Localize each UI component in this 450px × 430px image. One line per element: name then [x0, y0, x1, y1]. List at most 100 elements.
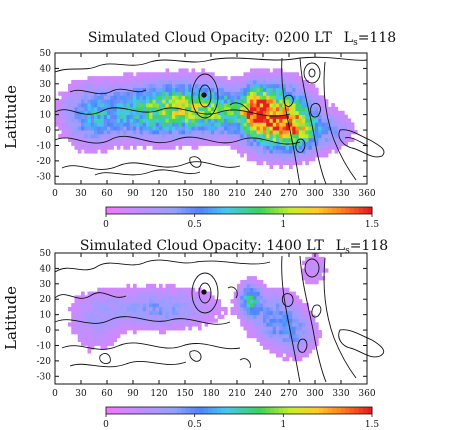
heatmap-cell	[266, 149, 270, 154]
heatmap-cell	[243, 287, 248, 292]
heatmap-cell	[162, 137, 166, 143]
heatmap-cell	[256, 76, 261, 81]
heatmap-cell	[162, 303, 166, 308]
heatmap-cell	[97, 83, 101, 89]
heatmap-cell	[133, 137, 137, 143]
heatmap-cell	[185, 118, 189, 123]
heatmap-cell	[178, 310, 183, 316]
heatmap-cell	[253, 330, 257, 335]
x-tick-label: 30	[75, 389, 87, 399]
heatmap-cell	[259, 122, 264, 127]
heatmap-cell	[146, 110, 150, 116]
heatmap-cell	[292, 118, 296, 123]
heatmap-cell	[181, 72, 186, 77]
heatmap-cell	[198, 83, 202, 89]
heatmap-cell	[61, 106, 66, 112]
heatmap-cell	[178, 110, 183, 116]
heatmap-cell	[211, 118, 215, 123]
heatmap-cell	[233, 103, 238, 108]
heatmap-cell	[321, 95, 326, 100]
heatmap-cell	[77, 149, 82, 154]
heatmap-cell	[276, 145, 280, 150]
heatmap-cell	[285, 87, 290, 92]
heatmap-cell	[172, 110, 176, 116]
x-tick-label: 120	[150, 189, 167, 199]
heatmap-cell	[113, 314, 118, 319]
heatmap-cell	[188, 91, 192, 96]
heatmap-cell	[298, 303, 303, 308]
colorbar-segment	[141, 207, 147, 214]
heatmap-cell	[237, 122, 241, 127]
heatmap-cell	[168, 130, 173, 135]
heatmap-cell	[272, 76, 277, 81]
heatmap-cell	[276, 91, 280, 96]
heatmap-cell	[175, 72, 179, 77]
colorbar-segment	[247, 207, 253, 214]
heatmap-cell	[146, 103, 150, 108]
heatmap-cell	[204, 318, 209, 323]
heatmap-cell	[246, 72, 251, 77]
heatmap-cell	[84, 322, 88, 327]
heatmap-cell	[263, 126, 267, 131]
heatmap-cell	[116, 333, 121, 339]
heatmap-cell	[266, 72, 270, 77]
x-tick-label: 120	[150, 389, 167, 399]
heatmap-cell	[246, 76, 251, 81]
heatmap-cell	[285, 353, 290, 358]
heatmap-cell	[149, 299, 153, 304]
heatmap-cell	[259, 318, 264, 323]
heatmap-cell	[181, 306, 186, 312]
heatmap-cell	[337, 145, 342, 150]
x-tick-label: 180	[202, 389, 219, 399]
heatmap-cell	[178, 103, 183, 108]
heatmap-cell	[302, 349, 306, 354]
colorbar-segment	[168, 207, 173, 214]
heatmap-cell	[172, 118, 176, 123]
colorbar-segment	[128, 207, 134, 214]
heatmap-cell	[116, 326, 121, 331]
heatmap-cell	[250, 114, 254, 119]
heatmap-cell	[113, 130, 118, 135]
heatmap-cell	[126, 283, 131, 289]
heatmap-cell	[126, 299, 131, 304]
heatmap-cell	[123, 118, 127, 123]
heatmap-cell	[318, 133, 322, 139]
heatmap-cell	[178, 126, 183, 131]
heatmap-cell	[289, 337, 293, 343]
heatmap-cell	[172, 326, 176, 331]
heatmap-cell	[263, 114, 267, 119]
heatmap-cell	[103, 337, 108, 343]
heatmap-cell	[123, 76, 127, 81]
heatmap-cell	[136, 287, 140, 292]
heatmap-cell	[305, 133, 309, 139]
heatmap-cell	[308, 130, 313, 135]
heatmap-cell	[107, 83, 111, 89]
heatmap-cell	[159, 137, 163, 143]
heatmap-cell	[87, 83, 92, 89]
heatmap-cell	[94, 126, 98, 131]
heatmap-cell	[250, 76, 254, 81]
heatmap-cell	[289, 306, 293, 312]
heatmap-cell	[133, 295, 137, 300]
heatmap-cell	[94, 291, 98, 296]
heatmap-cell	[120, 322, 124, 327]
heatmap-cell	[224, 141, 228, 146]
heatmap-cell	[302, 87, 306, 92]
heatmap-cell	[142, 126, 147, 131]
heatmap-cell	[240, 76, 244, 81]
heatmap-cell	[246, 106, 251, 112]
heatmap-cell	[201, 306, 205, 312]
heatmap-cell	[142, 130, 147, 135]
heatmap-cell	[74, 330, 79, 335]
heatmap-cell	[253, 110, 257, 116]
heatmap-cell	[315, 87, 319, 92]
heatmap-cell	[123, 287, 127, 292]
heatmap-cell	[302, 153, 306, 158]
heatmap-cell	[113, 126, 118, 131]
heatmap-cell	[139, 291, 144, 296]
heatmap-cell	[285, 310, 290, 316]
heatmap-cell	[289, 137, 293, 143]
heatmap-cell	[178, 130, 183, 135]
heatmap-cell	[259, 99, 264, 104]
heatmap-cell	[224, 306, 228, 312]
